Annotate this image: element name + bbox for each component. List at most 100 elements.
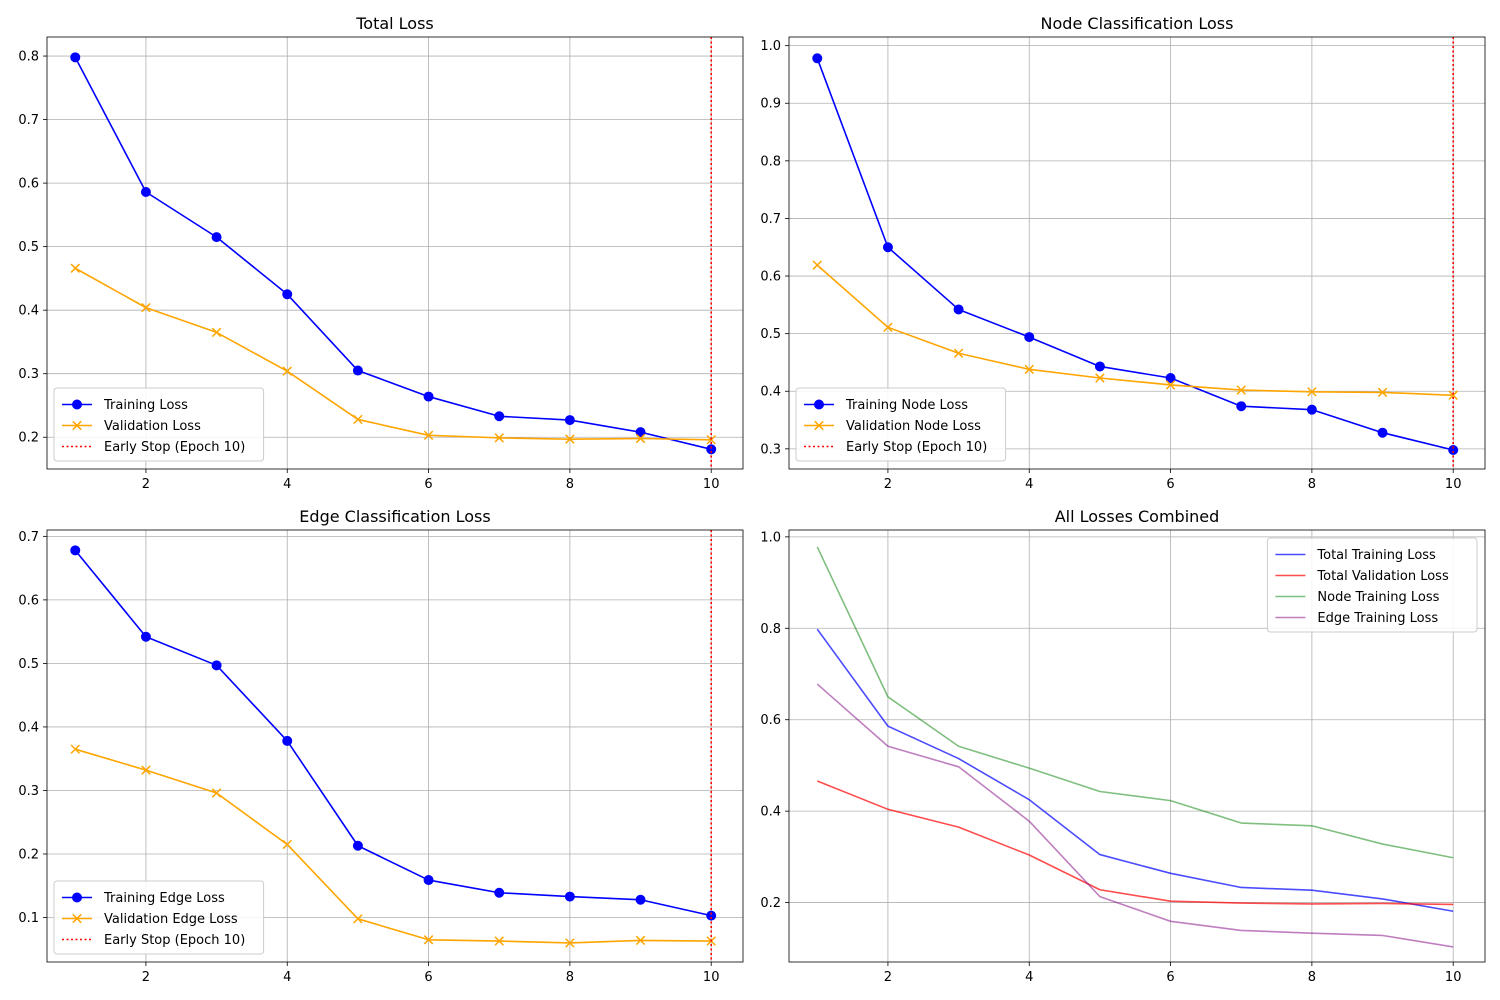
data-point-series-1: [494, 887, 505, 898]
legend-label: Validation Edge Loss: [104, 912, 238, 927]
data-point-series-1: [1236, 401, 1247, 412]
data-point-series-1: [1165, 372, 1176, 383]
legend-item: Validation Edge Loss: [62, 912, 238, 927]
data-point-series-2: [70, 744, 80, 754]
data-point-series-2: [141, 765, 151, 775]
chart-panel-2: 2 4 6 8 10 0.3 0.4 0.5 0.6 0.7 0.8 0.9 1.0 Node Class…: [760, 14, 1486, 492]
data-point-series-2-stroke-b: [565, 434, 575, 444]
x-tick-label: 6: [424, 970, 432, 985]
x-tick-label: 6: [424, 477, 432, 492]
x-tick-label: 8: [566, 970, 574, 985]
data-point-series-1: [882, 242, 893, 253]
series-line-4: [816, 683, 1454, 948]
y-tick-label: 0.8: [760, 154, 781, 169]
data-point-series-1: [282, 735, 293, 746]
legend-item: Training Node Loss: [804, 398, 968, 413]
data-point-series-2-stroke-b: [141, 765, 151, 775]
legend: Total Training Loss Total Validation Loss…: [1266, 537, 1478, 633]
data-point-series-2: [211, 327, 222, 338]
data-point-series-2-stroke-b: [282, 839, 292, 850]
data-point-series-1: [211, 232, 222, 243]
chart-panel-3: 2 4 6 8 10 0.1 0.2 0.3 0.4 0.5 0.6 0.7 Edge Classifi…: [18, 507, 744, 985]
data-point-series-2: [353, 414, 363, 425]
y-tick-label: 0.8: [760, 622, 781, 637]
y-tick-label: 0.7: [18, 530, 39, 545]
y-tick-label: 1.0: [760, 39, 781, 54]
legend-item: Node Training Loss: [1275, 590, 1440, 605]
y-tick-label: 0.5: [18, 657, 39, 672]
x-tick-label: 6: [1166, 970, 1174, 985]
data-point-series-1: [706, 910, 717, 921]
data-point-series-2-stroke-b: [353, 414, 363, 425]
data-point-series-1: [352, 365, 363, 376]
data-point-series-2: [565, 938, 575, 948]
data-point-series-2-stroke-b: [1236, 385, 1246, 395]
data-point-series-2: [812, 260, 822, 270]
legend-box: [1266, 537, 1478, 633]
axes-frame: [46, 529, 744, 963]
data-point-series-2: [1095, 373, 1105, 383]
legend-marker-stroke-b: [814, 420, 824, 431]
x-tick-label: 4: [1025, 477, 1033, 492]
legend-box: [53, 880, 265, 955]
data-point-series-2-stroke-b: [494, 433, 504, 443]
legend-item: Edge Training Loss: [1275, 611, 1438, 626]
data-point-series-1: [564, 415, 575, 426]
data-point-series-2-stroke-b: [494, 936, 504, 946]
data-point-series-2-stroke-b: [1307, 387, 1317, 397]
data-point-series-2-stroke-b: [353, 914, 363, 924]
data-point-series-1: [70, 52, 81, 63]
data-point-series-2-stroke-b: [565, 938, 575, 948]
data-point-series-1: [1377, 427, 1388, 438]
y-tick-label: 0.4: [18, 304, 39, 319]
legend-marker: [72, 913, 82, 924]
y-tick-label: 0.4: [760, 805, 781, 820]
data-point-series-1: [423, 875, 434, 886]
series-line-1: [74, 549, 712, 917]
y-tick-label: 1.0: [760, 530, 781, 545]
y-tick-label: 0.2: [18, 848, 39, 863]
legend-marker: [814, 420, 824, 431]
data-point-series-2: [282, 839, 292, 850]
data-point-series-2: [282, 366, 292, 376]
x-tick-label: 10: [703, 970, 720, 985]
data-point-series-1: [282, 289, 293, 300]
data-point-series-1: [564, 891, 575, 902]
legend-item: Early Stop (Epoch 10): [62, 440, 245, 455]
data-point-series-2: [494, 433, 504, 443]
data-point-series-2-stroke-b: [1165, 380, 1176, 390]
x-tick-label: 10: [1445, 970, 1462, 985]
series-line-1: [816, 58, 1454, 451]
data-point-series-2: [494, 936, 504, 946]
series-line-2: [816, 264, 1454, 397]
x-tick-label: 8: [566, 477, 574, 492]
legend-marker-stroke-b: [72, 913, 82, 924]
y-tick-label: 0.1: [18, 911, 39, 926]
chart-panel-4: 2 4 6 8 10 0.2 0.4 0.6 0.8 1.0 All Losses Combined…: [760, 507, 1486, 985]
legend-label: Early Stop (Epoch 10): [104, 933, 245, 948]
legend-label: Training Node Loss: [845, 398, 968, 413]
legend-label: Early Stop (Epoch 10): [104, 440, 245, 455]
data-point-series-2-stroke-b: [883, 322, 893, 333]
y-tick-label: 0.6: [18, 593, 39, 608]
y-tick-label: 0.2: [760, 896, 781, 911]
series-line-2: [816, 780, 1454, 906]
data-point-series-1: [494, 411, 505, 422]
legend-item: Early Stop (Epoch 10): [62, 933, 245, 948]
data-point-series-2-stroke-b: [1095, 373, 1105, 383]
legend-item: Training Loss: [62, 398, 188, 413]
series-line-3: [816, 546, 1454, 859]
chart-title: Edge Classification Loss: [299, 507, 490, 526]
legend-item: Training Edge Loss: [62, 891, 225, 906]
x-tick-label: 4: [283, 970, 291, 985]
chart-title: All Losses Combined: [1055, 507, 1220, 526]
legend-label: Training Loss: [103, 398, 188, 413]
x-tick-label: 8: [1308, 970, 1316, 985]
series-line-1: [816, 628, 1454, 913]
axes-frame: [46, 36, 744, 470]
y-tick-label: 0.6: [18, 177, 39, 192]
data-point-series-2: [1024, 364, 1034, 375]
legend-label: Edge Training Loss: [1317, 611, 1438, 626]
data-point-series-2-stroke-b: [635, 935, 646, 946]
